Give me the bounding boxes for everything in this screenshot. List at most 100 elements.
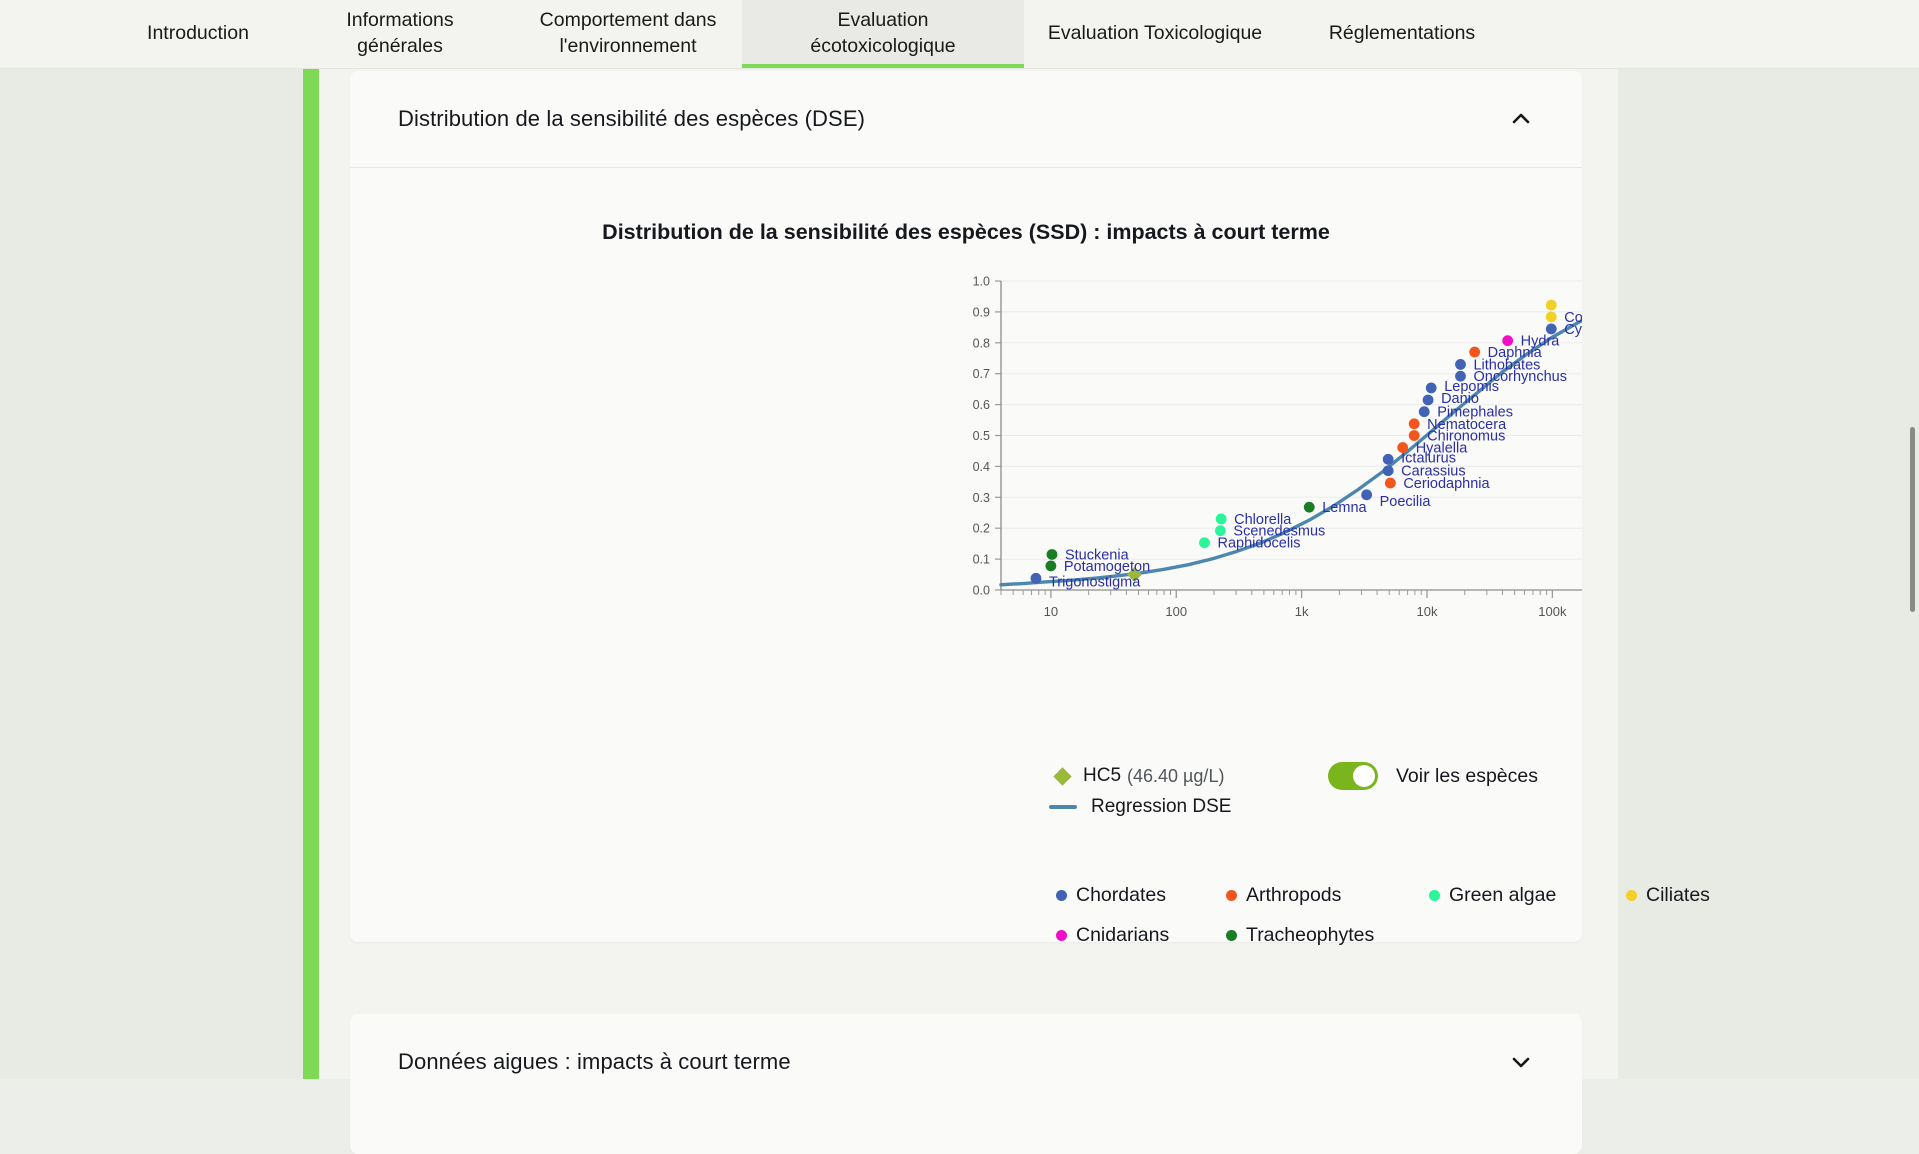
y-axis-tick-label: 0.2 [973,522,990,536]
scrollbar-thumb[interactable] [1910,427,1915,612]
y-axis-tick-label: 0.6 [973,398,990,412]
species-label-trigonostigma: Trigonostigma [1049,574,1141,590]
species-label-chlorella: Chlorella [1234,512,1292,528]
accordion-divider [350,167,1582,168]
species-point-hyalella [1397,442,1409,453]
species-label-lithobates: Lithobates [1473,357,1540,373]
species-label-raphidocelis: Raphidocelis [1218,536,1301,552]
species-point-poecilia [1361,489,1373,501]
hc5-marker [1126,567,1142,583]
x-axis-tick-label: 100k [1538,604,1567,619]
legend-regression-label: Regression DSE [1091,796,1232,817]
x-axis-tick-label: 10k [1417,604,1438,619]
tab-comportement-dans-lenvironnement[interactable]: Comportement dans l'environnement [539,9,717,57]
nav-left-spacer [0,0,110,68]
tab-reglementations[interactable]: Réglementations [1328,22,1476,45]
show-species-toggle-label: Voir les espèces [1396,764,1538,787]
y-axis-tick-label: 0.5 [973,429,990,443]
species-label-daphnia: Daphnia [1488,345,1543,361]
species-label-poecilia: Poecilia [1380,494,1432,510]
tab-evaluation-toxicologique[interactable]: Evaluation Toxicologique [1047,22,1263,45]
page-scrollbar[interactable] [1905,69,1919,1079]
species-label-hyalella: Hyalella [1416,441,1469,457]
species-point-stuckenia [1046,549,1058,560]
x-axis-tick-label: 1k [1295,604,1309,619]
species-label-carassius: Carassius [1401,464,1465,480]
chevron-down-icon[interactable] [1508,1049,1534,1075]
species-point-potamogeton [1045,560,1057,572]
species-point-colpoda [1545,311,1557,323]
species-label-danio: Danio [1441,391,1479,407]
species-point-pimephales [1418,406,1430,418]
ssd-scatter-plot[interactable]: 0.0 0.1 0.2 0.3 0.4 0.5 0.6 0.7 0.8 0.9 1.0 10 100 1k… [350,272,1582,692]
taxon-legend-item-ciliates[interactable]: Ciliates [1626,884,1710,907]
taxon-legend-item-green-algae[interactable]: Green algae [1429,884,1626,907]
species-point-lithobates [1455,359,1466,370]
taxon-legend-item-cnidarians[interactable]: Cnidarians [1056,924,1226,947]
taxon-label-tracheophytes: Tracheophytes [1246,924,1375,946]
species-label-stuckenia: Stuckenia [1065,547,1130,563]
species-label-lemna: Lemna [1322,500,1367,516]
species-point-carassius [1382,465,1394,477]
species-label-colpoda: Colpoda [1564,310,1582,326]
taxon-legend-item-chordates[interactable]: Chordates [1056,884,1226,907]
legend-item-regression: Regression DSE [1049,796,1232,818]
taxon-label-chordates: Chordates [1076,884,1166,906]
y-axis-tick-label: 0.4 [973,460,990,474]
chevron-up-icon[interactable] [1508,106,1534,132]
species-label-scenedesmus: Scenedesmus [1233,524,1325,540]
accordion-card-dse: Distribution de la sensibilité des espèc… [350,71,1710,946]
left-accent-bar [303,69,319,1079]
tab-evaluation-ecotoxicologique[interactable]: Evaluation écotoxicologique [742,0,1024,68]
tab-informations-generales[interactable]: Informations générales [346,9,454,57]
regression-curve [999,318,1582,587]
species-point-hydra [1502,335,1514,347]
species-label-cyprinus: Cyprinus [1564,322,1582,338]
taxon-label-arthropods: Arthropods [1246,884,1342,906]
species-point-lepomis [1425,382,1437,394]
taxon-legend-item-arthropods[interactable]: Arthropods [1226,884,1429,907]
y-axis-tick-label: 0.0 [973,584,990,598]
species-point-danio [1422,394,1434,406]
page-content: Distribution de la sensibilité des espèc… [319,69,1710,1154]
x-axis-tick-label: 100 [1165,604,1187,619]
accordion-title-donnees-aigues: Données aigues : impacts à court terme [398,1049,791,1074]
species-label-potamogeton: Potamogeton [1064,559,1150,575]
show-species-toggle-row: Voir les espèces [1328,762,1538,790]
species-label-chironomus: Chironomus [1427,429,1505,445]
species-point-trigonostigma [1030,572,1042,584]
dot-icon-tracheophytes [1226,930,1237,941]
accordion-header-donnees-aigues[interactable]: Données aigues : impacts à court terme [350,1014,1582,1110]
show-species-toggle[interactable] [1328,762,1378,790]
species-point-daphnia [1469,346,1481,358]
y-axis-tick-label: 0.9 [973,305,990,319]
species-label-oncorhynchus: Oncorhynchus [1473,369,1567,385]
species-label-ictalurus: Ictalurus [1401,450,1456,466]
line-marker-icon [1049,805,1077,809]
legend-hc5-label: HC5 [1083,765,1122,786]
species-point-chlorella [1215,513,1227,525]
dot-icon-green-algae [1429,890,1440,901]
tab-introduction[interactable]: Introduction [147,22,249,45]
legend-item-hc5: HC5 (46.40 µg/L) [1053,765,1225,787]
y-axis-tick-label: 1.0 [973,275,990,289]
dot-icon-ciliates [1626,890,1637,901]
taxon-legend-item-tracheophytes[interactable]: Tracheophytes [1226,924,1374,947]
taxon-legend-row-2: Cnidarians Tracheophytes [1056,924,1374,947]
accordion-card-donnees-aigues: Données aigues : impacts à court terme [350,1014,1582,1154]
species-point-nematocera [1408,418,1420,430]
species-point-cyprinus [1545,323,1557,335]
right-gutter [1618,69,1919,1079]
accordion-header-dse[interactable]: Distribution de la sensibilité des espèc… [350,71,1582,167]
chart-legend-primary: HC5 (46.40 µg/L) Regression DSE Voir les… [350,762,1582,835]
species-point-scenedesmus [1215,525,1226,537]
chart-title: Distribution de la sensibilité des espèc… [602,220,1330,244]
species-label-nematocera: Nematocera [1427,417,1507,433]
dot-icon-chordates [1056,890,1067,901]
species-label-pimephales: Pimephales [1437,405,1513,421]
y-axis-tick-label: 0.3 [973,491,990,505]
left-gutter [0,69,303,1079]
dot-icon-cnidarians [1056,930,1067,941]
taxon-legend-row-1: Chordates Arthropods Green algae Ciliate… [1056,884,1710,907]
legend-hc5-value: (46.40 µg/L) [1127,765,1225,786]
